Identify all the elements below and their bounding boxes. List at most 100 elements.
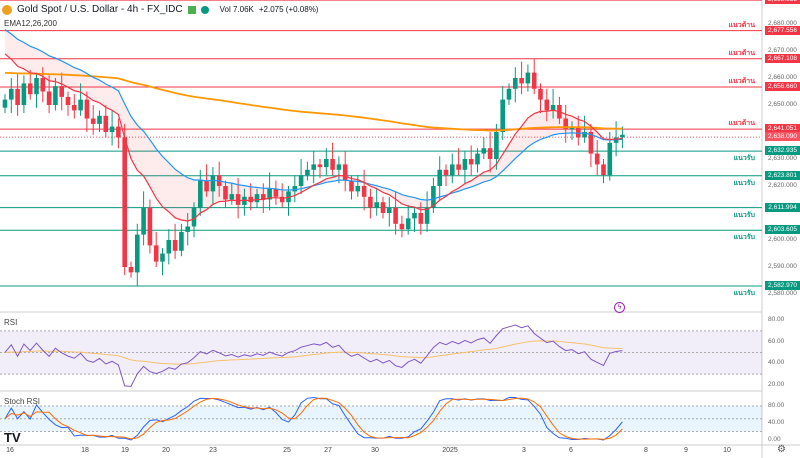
candle-body [160,253,165,262]
candle-body [468,159,474,165]
candle-body [450,164,455,176]
candle-body [550,105,556,111]
symbol-title[interactable]: Gold Spot / U.S. Dollar - 4h - FX_IDC [17,4,183,15]
time-tick: 19 [121,447,129,454]
resistance-zone-label: แนวต้าน [728,78,756,86]
resistance-price-label: 2,667.108 [765,53,800,63]
candle-body [298,175,304,186]
resistance-zone-label: แนวต้าน [728,21,756,29]
candle-body [204,180,209,192]
support-zone-label: แนวรับ [733,179,755,187]
candle-body [317,164,323,168]
candle-body [456,164,461,170]
candle-body [267,188,272,200]
candle-body [34,78,39,95]
candle-body [261,194,266,200]
candle-body [116,126,121,138]
candle-body [324,159,329,168]
candle-body [513,78,518,89]
market-status-icon [187,5,196,14]
candle-body [292,186,298,192]
candle-body [576,126,581,138]
tradingview-logo[interactable]: TV [4,430,21,445]
candle-body [46,91,52,105]
price-tick: 2,580.000 [768,290,797,297]
time-tick: 8 [644,447,648,454]
time-tick: 25 [283,447,291,454]
time-tick: 16 [6,447,14,454]
current-price-label: 2,638.090 [765,132,800,142]
candle-body [336,164,342,170]
candle-body [198,180,203,208]
price-tick: 2,590.000 [768,263,797,270]
candle-body [531,72,537,89]
rsi-tick: 80.00 [768,316,785,323]
support-zone-label: แนวรับ [733,211,755,219]
change-value: +2.075 (+0.08%) [258,5,319,14]
candle-body [412,213,417,219]
candle-body [135,234,140,273]
stoch-tick: 0.00 [768,436,781,443]
stoch-tick: 80.00 [768,402,785,409]
candle-body [538,88,543,100]
ema12-line [4,53,623,222]
candle-body [141,207,146,235]
candle-body [273,188,279,197]
candle-body [368,196,373,208]
candle-body [374,202,379,208]
support-zone-label: แนวรับ [733,289,755,297]
candle-body [607,142,613,176]
price-tick: 2,680.000 [768,20,797,27]
live-dot-icon [200,5,209,14]
candle-body [90,118,96,124]
support-price-label: 2,611.994 [765,202,800,212]
lightning-icon[interactable]: ϟ [614,302,625,313]
time-tick: 9 [684,447,688,454]
ema-legend[interactable]: EMA12,26,200 [4,19,57,28]
candle-body [349,180,354,192]
candle-body [147,207,153,246]
candle-body [15,88,20,105]
candle-body [594,153,600,165]
candle-body [27,83,33,95]
candle-body [405,218,411,230]
support-price-label: 2,582.970 [765,280,800,290]
time-tick: 2025 [442,447,458,454]
price-tick: 2,620.000 [768,182,797,189]
candle-body [462,159,468,170]
support-price-label: 2,623.801 [765,170,800,180]
candle-body [229,194,235,200]
rsi-tick: 40.00 [768,359,785,367]
candle-body [519,78,524,84]
candle-body [380,202,386,213]
rsi-pane-title: RSI [4,318,18,327]
candle-body [166,240,172,254]
rsi-tick: 20.00 [768,380,785,388]
time-tick: 23 [209,447,217,454]
candle-body [9,88,14,100]
candle-body [487,148,493,159]
resistance-price-label: 2,641.051 [765,124,800,134]
settings-icon[interactable]: ⚙ [777,444,786,455]
candle-body [500,99,505,132]
candle-body [65,96,71,105]
candle-body [191,207,197,227]
resistance-price-label: 2,656.660 [765,82,800,92]
stoch-pane-title: Stoch RSI [4,397,41,406]
candle-body [620,134,625,138]
candle-body [153,245,159,262]
time-tick: 6 [569,447,573,454]
candle-body [361,186,367,197]
candle-body [53,86,58,105]
candle-body [279,196,285,203]
candle-body [443,169,449,176]
candle-body [399,223,405,230]
time-tick: 3 [522,447,526,454]
candle-body [311,164,316,170]
candle-body [582,132,587,138]
candle-body [418,213,424,224]
candle-body [387,207,392,213]
rsi-line [4,324,623,387]
candle-body [525,72,531,84]
